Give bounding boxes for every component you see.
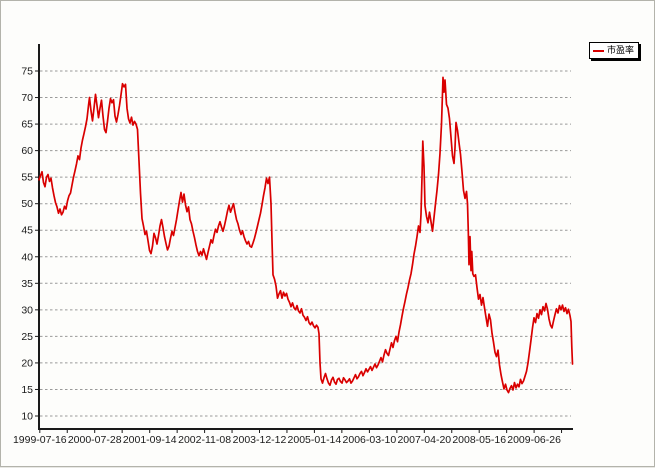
legend-line-marker-icon [593,49,604,52]
x-tick-label: 1999-07-16 [13,434,67,446]
x-tick-label: 2000-07-28 [68,434,122,446]
x-tick-label: 2009-06-26 [507,434,561,446]
y-tick-label: 20 [21,357,33,369]
legend-series-label: 市盈率 [607,45,635,55]
series-lines [38,76,574,394]
y-tick-label: 55 [21,172,33,184]
y-tick-label: 70 [21,92,33,104]
gridlines [40,70,571,417]
y-tick-label: 40 [21,251,33,263]
y-tick-label: 25 [21,331,33,343]
y-tick-label: 75 [21,66,33,78]
y-tick-label: 15 [21,384,33,396]
x-tick-label: 2006-03-10 [343,434,397,446]
x-tick-label: 2003-12-12 [233,434,287,446]
y-tick-label: 60 [21,145,33,157]
x-tick-label: 2001-09-14 [123,434,177,446]
y-tick-label: 30 [21,304,33,316]
x-tick-label: 2007-04-20 [397,434,451,446]
y-tick-label: 35 [21,278,33,290]
x-tick-label: 2005-01-14 [288,434,342,446]
y-tick-label: 65 [21,119,33,131]
x-tick-label: 2002-11-08 [178,434,231,446]
series-line-市盈率 [38,76,574,394]
y-tick-label: 10 [21,411,33,423]
x-tick-label: 2008-05-16 [452,434,506,446]
tick-marks [35,70,563,433]
axes [38,44,573,430]
y-tick-label: 45 [21,225,33,237]
y-tick-label: 50 [21,198,33,210]
legend-box[interactable]: 市盈率 [589,42,640,59]
